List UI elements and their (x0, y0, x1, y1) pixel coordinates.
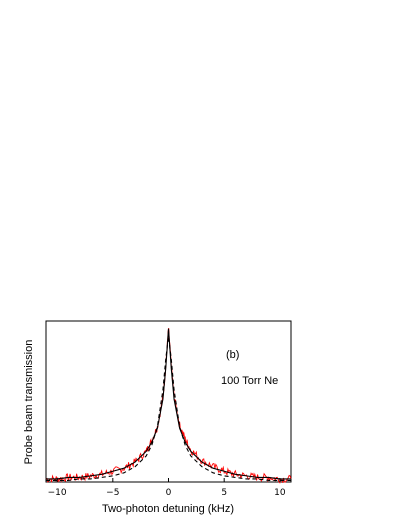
annotation-condition: 100 Torr Ne (221, 375, 278, 387)
x-tick-label: −10 (48, 488, 67, 498)
x-ticks: −10 −5 0 5 10 (48, 478, 286, 498)
x-tick-label: 5 (221, 488, 227, 498)
plot-frame (45, 320, 292, 483)
dashed-fit-line (46, 336, 291, 482)
x-axis-label: Two-photon detuning (kHz) (102, 503, 234, 515)
y-axis-label: Probe beam transmission (23, 340, 35, 465)
annotation-panel-label: (b) (226, 349, 239, 361)
series-layer (45, 328, 292, 484)
x-tick-label: −5 (106, 488, 119, 498)
measured-trace (45, 328, 292, 484)
x-tick-label: 10 (274, 488, 286, 498)
solid-fit-line (46, 328, 291, 480)
x-tick-label: 0 (166, 488, 172, 498)
